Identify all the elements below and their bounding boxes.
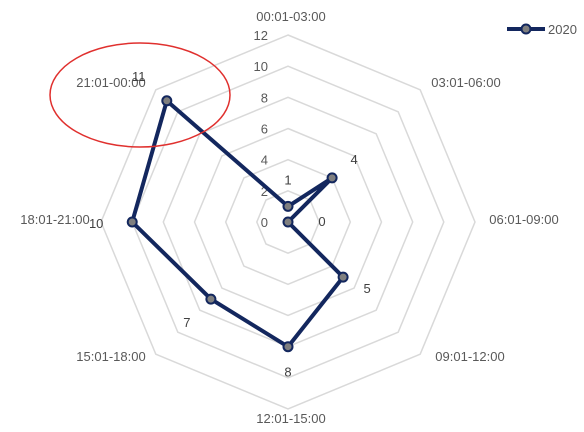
grid-ring-4: [224, 158, 352, 286]
data-point-7: [161, 95, 173, 107]
data-label-5: 7: [183, 315, 190, 330]
legend-marker-2020: [520, 23, 532, 35]
radial-tick-labels: 0 2 4 6 8 10 12: [254, 28, 268, 230]
category-label-3: 09:01-12:00: [435, 349, 504, 364]
highlight-annotation: [49, 42, 231, 148]
data-labels: 1 4 0 5 8 7 10 11: [89, 69, 371, 380]
data-label-6: 10: [89, 216, 103, 231]
data-label-2: 0: [318, 214, 325, 229]
data-point-5: [205, 293, 217, 305]
tick-label-8: 8: [261, 90, 268, 105]
legend: 2020: [507, 22, 577, 37]
tick-label-2: 2: [261, 184, 268, 199]
highlight-ellipse: [49, 42, 231, 148]
series-layer: [126, 95, 349, 353]
category-label-6: 18:01-21:00: [20, 212, 89, 227]
grid-ring-6: [193, 127, 383, 317]
category-label-1: 03:01-06:00: [431, 75, 500, 90]
category-labels: 00:01-03:00 03:01-06:00 06:01-09:00 09:01-1…: [20, 9, 558, 426]
grid-ring-10: [131, 65, 445, 379]
category-label-0: 00:01-03:00: [256, 9, 325, 24]
data-label-0: 1: [284, 172, 291, 187]
category-label-4: 12:01-15:00: [256, 411, 325, 426]
data-point-2: [282, 216, 294, 228]
data-point-1: [326, 172, 338, 184]
radar-grid: [100, 34, 476, 410]
tick-label-0: 0: [261, 215, 268, 230]
legend-label-2020: 2020: [548, 22, 577, 37]
data-label-1: 4: [350, 152, 357, 167]
data-label-4: 8: [284, 365, 291, 380]
tick-label-12: 12: [254, 28, 268, 43]
data-label-3: 5: [363, 281, 370, 296]
category-label-5: 15:01-18:00: [76, 349, 145, 364]
category-label-2: 06:01-09:00: [489, 212, 558, 227]
tick-label-10: 10: [254, 59, 268, 74]
data-label-7: 11: [132, 69, 146, 84]
tick-label-4: 4: [261, 153, 268, 168]
data-point-3: [337, 271, 349, 283]
tick-label-6: 6: [261, 122, 268, 137]
grid-ring-12: [100, 34, 476, 410]
grid-ring-2: [255, 189, 321, 255]
data-point-4: [282, 341, 294, 353]
category-label-7: 21:01-00:00: [76, 75, 145, 90]
data-point-6: [126, 216, 138, 228]
data-point-0: [282, 200, 294, 212]
